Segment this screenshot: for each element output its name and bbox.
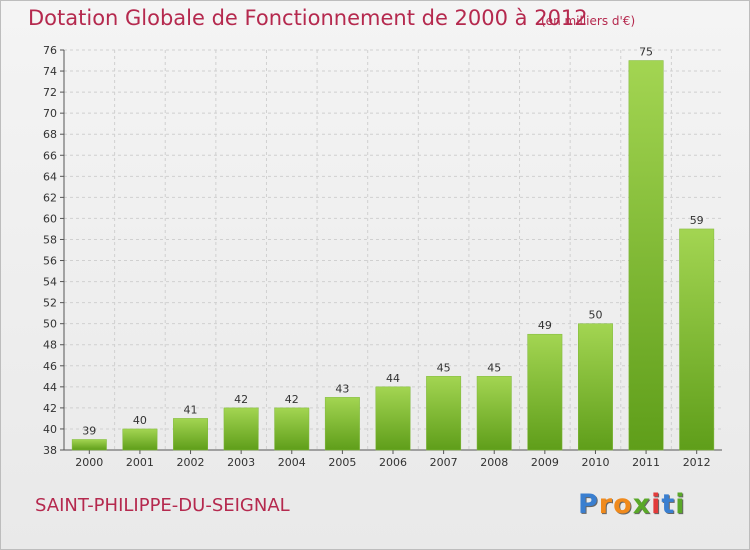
x-tick-label: 2007 xyxy=(430,456,458,469)
x-tick-label: 2004 xyxy=(278,456,306,469)
bar-value-label: 39 xyxy=(82,424,96,437)
y-tick-label: 54 xyxy=(43,276,57,289)
x-tick-label: 2011 xyxy=(632,456,660,469)
x-tick-label: 2001 xyxy=(126,456,154,469)
y-tick-label: 70 xyxy=(43,107,57,120)
bar xyxy=(578,323,613,451)
bar-value-label: 75 xyxy=(639,46,653,59)
bar xyxy=(274,407,310,451)
proxiti-logo[interactable]: Proxiti xyxy=(578,489,686,520)
bar-value-label: 42 xyxy=(285,393,299,406)
x-tick-label: 2012 xyxy=(683,456,711,469)
y-tick-label: 50 xyxy=(43,318,57,331)
y-tick-label: 46 xyxy=(43,360,57,373)
y-tick-label: 56 xyxy=(43,255,57,268)
bar xyxy=(122,428,158,451)
tick-labels: 38 40 42 44 46 48 50 52 54 56 58 60 62 64 66 68 70 72 74 76… xyxy=(43,44,711,469)
y-tick-label: 72 xyxy=(43,86,57,99)
chart-subtitle: (en milliers d'€) xyxy=(541,14,636,28)
logo-letter: P xyxy=(578,489,599,520)
logo-letter: i xyxy=(675,489,686,520)
y-tick-label: 64 xyxy=(43,170,57,183)
logo-letter: o xyxy=(613,489,633,520)
bar-value-label: 40 xyxy=(133,414,147,427)
data-labels: 39 40 41 42 42 43 44 45 45 49 50 75 59 xyxy=(82,46,703,438)
bar xyxy=(324,397,360,451)
x-tick-label: 2006 xyxy=(379,456,407,469)
bar-value-label: 50 xyxy=(588,309,602,322)
y-tick-label: 66 xyxy=(43,149,57,162)
bar-value-label: 45 xyxy=(437,361,451,374)
logo-letter: t xyxy=(661,489,676,520)
bar xyxy=(426,376,462,451)
y-tick-label: 76 xyxy=(43,44,57,57)
x-tick-label: 2010 xyxy=(581,456,609,469)
x-tick-label: 2003 xyxy=(227,456,255,469)
y-tick-label: 62 xyxy=(43,191,57,204)
bar xyxy=(476,376,512,451)
bar xyxy=(527,333,563,451)
x-tick-label: 2002 xyxy=(177,456,205,469)
y-tick-label: 44 xyxy=(43,381,57,394)
y-tick-label: 48 xyxy=(43,339,57,352)
y-tick-label: 38 xyxy=(43,444,57,457)
y-tick-label: 42 xyxy=(43,402,57,415)
chart-title: Dotation Globale de Fonctionnement de 20… xyxy=(28,6,588,30)
y-tick-label: 52 xyxy=(43,297,57,310)
x-tick-label: 2009 xyxy=(531,456,559,469)
bar xyxy=(375,386,411,451)
commune-name: SAINT-PHILIPPE-DU-SEIGNAL xyxy=(35,495,290,516)
x-tick-label: 2008 xyxy=(480,456,508,469)
x-tick-label: 2000 xyxy=(75,456,103,469)
bar xyxy=(628,60,664,451)
bar-value-label: 41 xyxy=(184,403,198,416)
bar-value-label: 45 xyxy=(487,361,501,374)
bar xyxy=(223,407,259,451)
logo-letter: r xyxy=(598,489,614,520)
bar-value-label: 44 xyxy=(386,372,400,385)
bar xyxy=(173,418,208,451)
bars xyxy=(71,60,715,451)
y-tick-label: 74 xyxy=(43,65,57,78)
bar-value-label: 42 xyxy=(234,393,248,406)
x-tick-label: 2005 xyxy=(328,456,356,469)
logo-letter: i xyxy=(651,489,662,520)
logo-letter: x xyxy=(632,489,652,520)
bar-value-label: 59 xyxy=(690,214,704,227)
y-tick-label: 68 xyxy=(43,128,57,141)
bar xyxy=(71,439,107,451)
y-tick-label: 40 xyxy=(43,423,57,436)
bar-value-label: 43 xyxy=(335,382,349,395)
y-tick-label: 60 xyxy=(43,212,57,225)
bar-value-label: 49 xyxy=(538,319,552,332)
y-tick-label: 58 xyxy=(43,233,57,246)
bar xyxy=(679,228,715,451)
